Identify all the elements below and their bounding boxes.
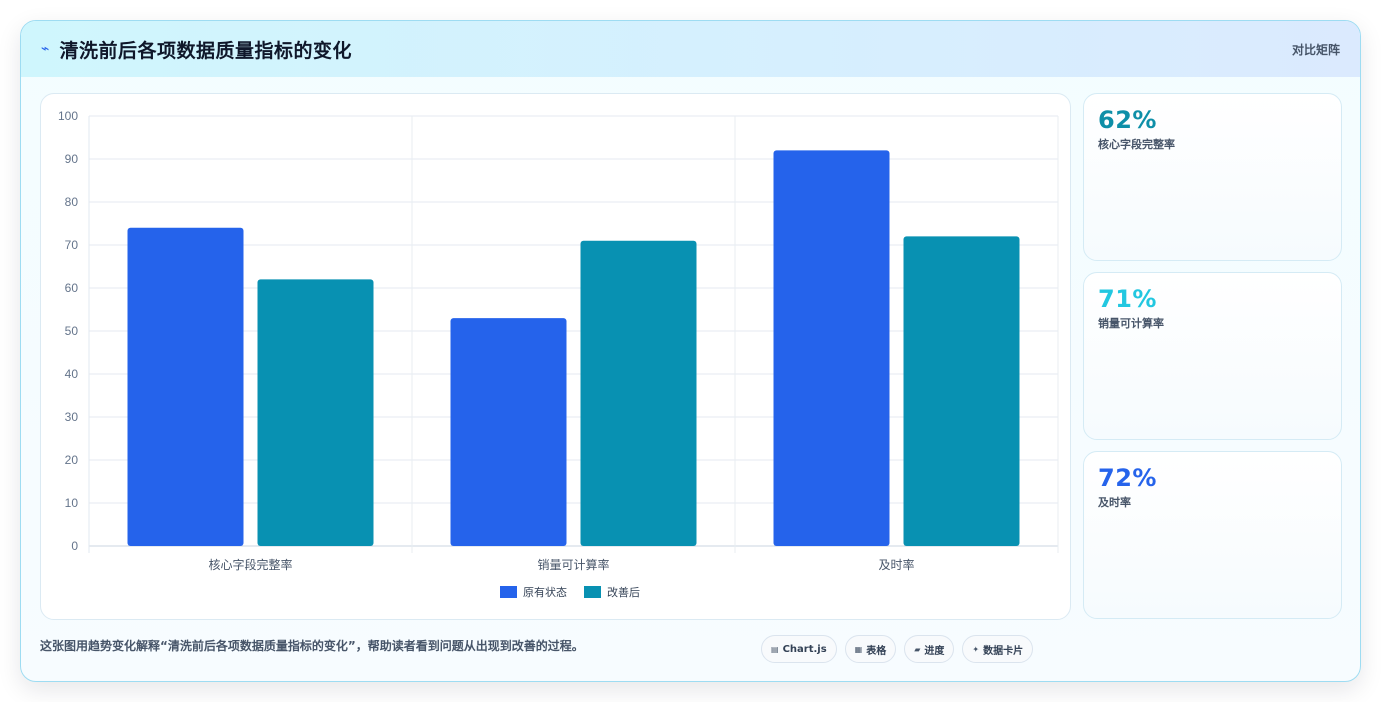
compare-matrix-link[interactable]: 对比矩阵	[1291, 42, 1340, 57]
chart-caption: 这张图用趋势变化解释“清洗前后各项数据质量指标的变化”，帮助读者看到问题从出现到…	[40, 639, 584, 653]
x-tick-label: 销量可计算率	[537, 557, 609, 572]
bar-improved	[257, 279, 374, 546]
stat-card-timeliness: 72% 及时率	[1083, 451, 1342, 619]
bar-chart: 0 10 20 30 40 50 60 70 80 90 100 核心字段完整率 销量可计算率 及时率原有…	[58, 109, 1059, 599]
chart-icon: ▤	[771, 644, 779, 654]
bar-original	[450, 318, 567, 546]
legend-swatch	[584, 586, 601, 598]
stat-value: 72%	[1098, 464, 1157, 492]
y-tick-label: 70	[65, 238, 79, 252]
x-tick-label: 核心字段完整率	[208, 557, 292, 572]
bar-improved	[580, 240, 697, 546]
progress-icon: ▰	[914, 644, 921, 654]
card-header: ⌁ 清洗前后各项数据质量指标的变化 对比矩阵	[21, 21, 1360, 77]
y-tick-label: 60	[65, 281, 79, 295]
chip-table[interactable]: ▦ 表格	[844, 635, 897, 663]
y-tick-label: 10	[65, 496, 79, 510]
stat-label: 及时率	[1098, 496, 1131, 509]
y-tick-label: 90	[65, 152, 79, 166]
stat-value: 62%	[1098, 106, 1157, 134]
y-tick-label: 20	[65, 453, 79, 467]
y-tick-label: 0	[71, 539, 78, 553]
tech-chips: ▤ Chart.js ▦ 表格 ▰ 进度 ✦ 数据卡片	[761, 635, 1034, 663]
x-tick-label: 及时率	[878, 557, 914, 572]
bar-original	[773, 150, 890, 546]
y-tick-label: 80	[65, 195, 79, 209]
legend-label: 改善后	[607, 585, 640, 599]
card-title: 清洗前后各项数据质量指标的变化	[59, 39, 352, 62]
chip-label: 进度	[924, 645, 945, 657]
stat-label: 销量可计算率	[1098, 317, 1164, 330]
chart-panel: 0 10 20 30 40 50 60 70 80 90 100 核心字段完整率 销量可计算率 及时率原有…	[40, 93, 1071, 620]
y-tick-label: 40	[65, 367, 79, 381]
y-tick-label: 50	[65, 324, 79, 338]
chip-progress[interactable]: ▰ 进度	[904, 635, 955, 663]
sparkle-icon: ✦	[972, 644, 980, 654]
chip-chartjs[interactable]: ▤ Chart.js	[761, 635, 837, 663]
line-chart-icon: ⌁	[41, 41, 50, 57]
chart-card: ⌁ 清洗前后各项数据质量指标的变化 对比矩阵 0 10 20 30 40 50 60 70 80…	[20, 20, 1361, 682]
stat-label: 核心字段完整率	[1098, 138, 1175, 151]
title-wrap: ⌁ 清洗前后各项数据质量指标的变化	[41, 36, 352, 63]
table-icon: ▦	[854, 644, 863, 654]
stat-value: 71%	[1098, 285, 1157, 313]
chip-label: Chart.js	[782, 643, 827, 655]
chip-label: 数据卡片	[983, 645, 1024, 657]
y-tick-label: 100	[58, 109, 78, 123]
legend-swatch	[500, 586, 517, 598]
bar-improved	[903, 236, 1020, 546]
stat-card-calculable: 71% 销量可计算率	[1083, 272, 1342, 440]
stat-card-completeness: 62% 核心字段完整率	[1083, 93, 1342, 261]
y-tick-label: 30	[65, 410, 79, 424]
chip-label: 表格	[866, 645, 887, 657]
chip-data-cards[interactable]: ✦ 数据卡片	[962, 635, 1034, 663]
bar-original	[127, 227, 244, 547]
legend-label: 原有状态	[523, 585, 567, 599]
